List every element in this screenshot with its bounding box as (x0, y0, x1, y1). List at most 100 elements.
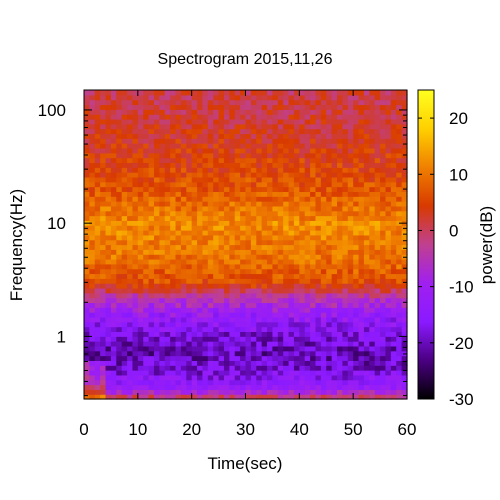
heatmap-cell (207, 114, 214, 120)
heatmap-cell (121, 181, 128, 188)
heatmap-cell (186, 283, 193, 289)
heatmap-cell (293, 321, 300, 328)
heatmap-cell (175, 379, 182, 386)
heatmap-cell (331, 99, 338, 106)
heatmap-cell (164, 268, 171, 275)
heatmap-cell (304, 370, 311, 376)
heatmap-cell (358, 244, 365, 250)
heatmap-cell (197, 104, 204, 110)
heatmap-cell (170, 258, 177, 265)
heatmap-cell (186, 360, 193, 366)
heatmap-cell (385, 220, 392, 226)
heatmap-cell (116, 331, 123, 337)
heatmap-cell (191, 90, 198, 96)
heatmap-cell (299, 384, 306, 390)
heatmap-cell (315, 283, 322, 289)
heatmap-cell (202, 176, 209, 183)
heatmap-cell (347, 90, 354, 96)
heatmap-cell (342, 321, 349, 328)
heatmap-cell (240, 147, 247, 154)
heatmap-cell (342, 374, 349, 381)
heatmap-cell (143, 287, 150, 294)
heatmap-cell (143, 123, 150, 130)
heatmap-cell (326, 234, 333, 241)
heatmap-cell (110, 244, 117, 250)
heatmap-cell (256, 225, 263, 231)
heatmap-cell (347, 374, 354, 381)
heatmap-cell (84, 157, 90, 164)
heatmap-cell (159, 244, 166, 250)
heatmap-cell (234, 384, 241, 390)
heatmap-cell (202, 249, 209, 255)
heatmap-cell (272, 118, 279, 125)
heatmap-cell (337, 167, 343, 173)
heatmap-cell (283, 239, 290, 246)
heatmap-cell (283, 244, 290, 250)
heatmap-cell (347, 249, 354, 255)
heatmap-cell (137, 268, 144, 275)
heatmap-cell (310, 143, 317, 149)
heatmap-cell (218, 234, 225, 241)
heatmap-cell (277, 360, 284, 366)
heatmap-cell (250, 316, 257, 323)
heatmap-cell (116, 90, 123, 96)
heatmap-cell (358, 181, 365, 188)
heatmap-cell (223, 191, 230, 197)
heatmap-cell (143, 210, 150, 217)
heatmap-cell (363, 336, 370, 342)
heatmap-cell (283, 176, 290, 183)
heatmap-cell (240, 99, 247, 106)
heatmap-cell (396, 133, 403, 139)
heatmap-cell (127, 389, 134, 395)
heatmap-cell (164, 118, 171, 125)
heatmap-cell (331, 157, 338, 164)
heatmap-cell (218, 152, 225, 159)
heatmap-cell (137, 201, 144, 207)
heatmap-cell (240, 258, 247, 265)
heatmap-cell (390, 326, 397, 333)
heatmap-cell (337, 389, 343, 395)
heatmap-cell (256, 99, 263, 106)
y-tick-label: 10 (47, 214, 66, 233)
heatmap-cell (94, 94, 101, 101)
heatmap-cell (116, 186, 123, 192)
heatmap-cell (180, 268, 187, 275)
heatmap-cell (369, 244, 376, 250)
heatmap-cell (116, 147, 123, 154)
heatmap-cell (207, 326, 214, 333)
heatmap-cell (315, 287, 322, 294)
heatmap-cell (299, 191, 306, 197)
heatmap-cell (272, 297, 279, 304)
heatmap-cell (213, 307, 220, 313)
heatmap-cell (164, 302, 171, 308)
heatmap-cell (121, 384, 128, 390)
heatmap-cell (256, 336, 263, 342)
heatmap-cell (293, 258, 300, 265)
heatmap-cell (299, 394, 306, 400)
heatmap-cell (121, 239, 128, 246)
heatmap-cell (390, 191, 397, 197)
heatmap-cell (175, 394, 182, 400)
heatmap-cell (159, 225, 166, 231)
heatmap-cell (143, 389, 150, 395)
heatmap-cell (363, 331, 370, 337)
heatmap-cell (84, 205, 90, 212)
heatmap-cell (347, 355, 354, 361)
heatmap-cell (353, 152, 360, 159)
heatmap-cell (127, 143, 134, 149)
heatmap-cell (234, 172, 241, 178)
heatmap-cell (100, 186, 107, 192)
heatmap-cell (369, 167, 376, 173)
heatmap-cell (105, 341, 112, 347)
heatmap-cell (153, 307, 160, 313)
heatmap-cell (401, 94, 408, 101)
heatmap-cell (197, 220, 204, 226)
heatmap-cell (180, 239, 187, 246)
heatmap-cell (261, 230, 268, 236)
heatmap-cell (293, 345, 300, 352)
heatmap-cell (390, 370, 397, 376)
heatmap-cell (250, 157, 257, 164)
heatmap-cell (223, 133, 230, 139)
heatmap-cell (245, 355, 252, 361)
heatmap-cell (272, 370, 279, 376)
